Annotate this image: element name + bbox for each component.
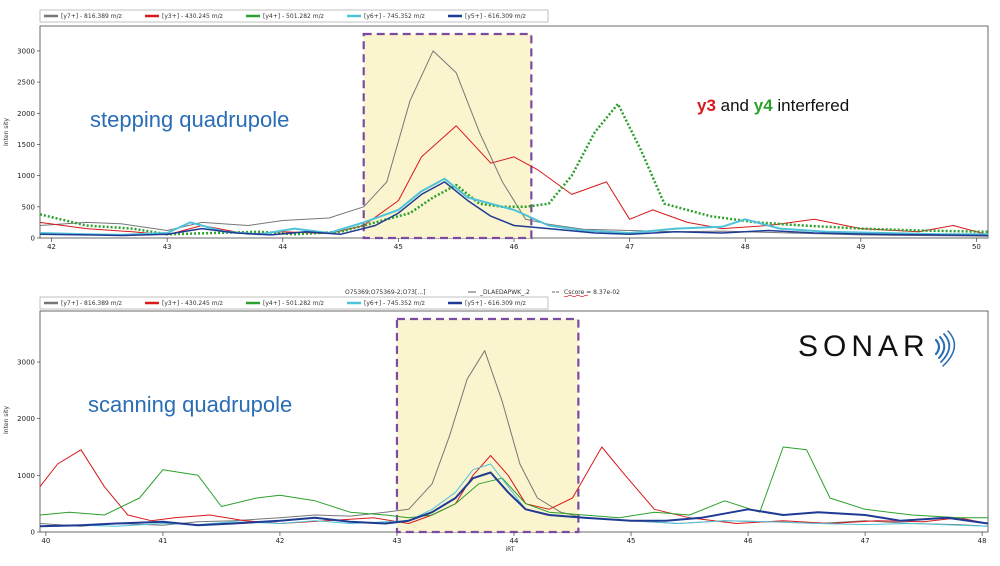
series-y3-line	[39, 446, 989, 524]
top-legend: [y7+] - 816.389 m/z [y3+] - 430.245 m/z [y…	[44, 13, 526, 20]
legend-label-0: [y7+] - 816.389 m/z	[61, 300, 122, 307]
legend-label-4: [y5+] - 616.309 m/z	[465, 13, 526, 20]
bottom-legend-box	[39, 296, 549, 310]
legend-label-3: [y6+] - 745.352 m/z	[364, 13, 425, 20]
bottom-legend: [y7+] - 816.389 m/z [y3+] - 430.245 m/z [y…	[44, 300, 526, 307]
x-tick-label-1: 43	[163, 243, 172, 251]
y-tick-label-5: 2500	[17, 79, 35, 87]
series-y7-line	[39, 50, 989, 237]
y-tick-label-6: 3000	[17, 47, 35, 55]
header-score-spellcheck-underline	[563, 294, 589, 298]
sonar-logo-text: SONAR	[798, 330, 930, 363]
x-tick-label-6: 46	[744, 537, 753, 545]
series-y4-line	[39, 446, 988, 519]
legend-label-2: [y4+] - 501.282 m/z	[263, 13, 324, 20]
y-tick-label-1: 500	[22, 203, 35, 211]
legend-label-4: [y5+] - 616.309 m/z	[465, 300, 526, 307]
x-tick-label-2: 44	[278, 243, 287, 251]
y-tick-label-4: 2000	[17, 110, 35, 118]
header-accession: O75369;O75369-2;O73[...]	[345, 289, 425, 296]
x-tick-label-1: 41	[158, 537, 167, 545]
bottom-axes: 40 41 42 43 44 45 46 47 48 0 1000 2000 3000	[17, 359, 986, 546]
legend-label-1: [y3+] - 430.245 m/z	[162, 300, 223, 307]
y-tick-label-0: 0	[31, 529, 35, 537]
legend-label-0: [y7+] - 816.389 m/z	[61, 13, 122, 20]
top-legend-box	[39, 9, 549, 23]
series-y5-line	[39, 181, 989, 237]
top-chart-panel: [y7+] - 816.389 m/z [y3+] - 430.245 m/z [y…	[3, 9, 989, 251]
series-y6-line	[39, 177, 988, 236]
x-tick-label-0: 40	[41, 537, 50, 545]
series-y6-line	[39, 463, 989, 527]
x-tick-label-3: 43	[393, 537, 402, 545]
legend-label-2: [y4+] - 501.282 m/z	[263, 300, 324, 307]
header-peptide: _DLAEDAPWK_.2	[479, 289, 530, 296]
y-tick-label-1: 1000	[17, 472, 35, 480]
top-highlight-window	[362, 32, 533, 240]
interference-y3: y3	[697, 96, 716, 115]
sonar-wave-icon	[934, 330, 956, 367]
bottom-chart-panel: O75369;O75369-2;O73[...] _DLAEDAPWK_.2 C…	[3, 289, 989, 553]
bottom-series-group	[39, 350, 989, 528]
legend-label-3: [y6+] - 745.352 m/z	[364, 300, 425, 307]
top-annotation: stepping quadrupole	[90, 107, 289, 132]
x-tick-label-3: 45	[394, 243, 403, 251]
y-tick-label-3: 1500	[17, 141, 35, 149]
x-tick-label-0: 42	[47, 243, 56, 251]
interference-rest: interfered	[773, 96, 850, 115]
bottom-xlabel: iRT	[505, 546, 514, 553]
legend-label-1: [y3+] - 430.245 m/z	[162, 13, 223, 20]
top-axes: 42 43 44 45 46 47 48 49 500500100015002000250030…	[17, 47, 981, 251]
x-tick-label-8: 48	[978, 537, 987, 545]
x-tick-label-2: 42	[275, 537, 284, 545]
series-y3-line	[39, 125, 989, 236]
sonar-logo: SONAR	[798, 330, 956, 367]
x-tick-label-4: 44	[510, 537, 519, 545]
series-y5-line	[39, 471, 989, 528]
x-tick-label-8: 50	[972, 243, 981, 251]
y-tick-label-0: 0	[31, 235, 35, 243]
x-tick-label-5: 45	[627, 537, 636, 545]
x-tick-label-6: 48	[741, 243, 750, 251]
header-score: Cscore = 8.37e-02	[564, 289, 620, 296]
top-series-group	[39, 50, 989, 237]
bottom-annotation: scanning quadrupole	[88, 392, 292, 417]
x-tick-label-5: 47	[625, 243, 634, 251]
y-tick-label-2: 1000	[17, 172, 35, 180]
x-tick-label-4: 46	[510, 243, 519, 251]
y-tick-label-2: 2000	[17, 415, 35, 423]
interference-and: and	[716, 96, 754, 115]
bottom-ylabel: Inten sity	[3, 406, 10, 434]
x-tick-label-7: 47	[861, 537, 870, 545]
interference-note: y3 and y4 interfered	[697, 96, 849, 115]
interference-y4: y4	[754, 96, 773, 115]
y-tick-label-3: 3000	[17, 359, 35, 367]
bottom-highlight-window	[395, 317, 580, 534]
top-ylabel: Inten sity	[3, 118, 10, 146]
x-tick-label-7: 49	[856, 243, 865, 251]
